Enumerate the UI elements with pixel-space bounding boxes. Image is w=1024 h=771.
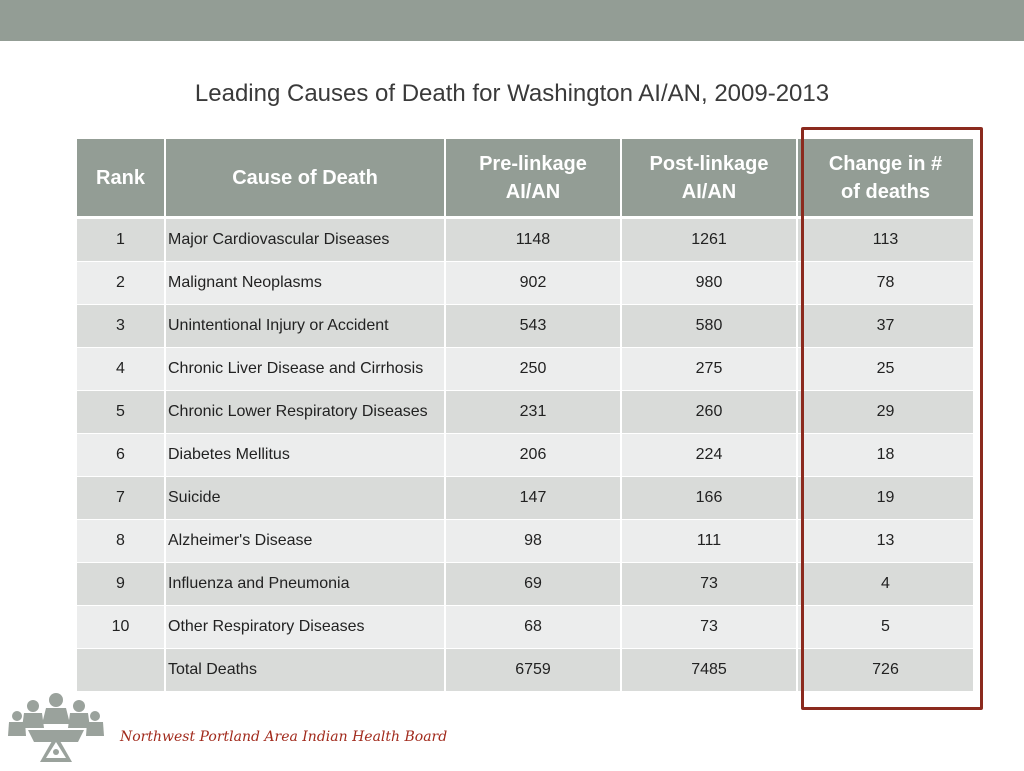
- pre-linkage-cell: 543: [446, 305, 622, 348]
- post-linkage-cell: 73: [622, 606, 798, 649]
- change-cell: 25: [798, 348, 973, 391]
- post-linkage-cell: 73: [622, 563, 798, 606]
- pre-linkage-cell: 206: [446, 434, 622, 477]
- rank-cell: 9: [77, 563, 166, 606]
- cause-cell: Other Respiratory Diseases: [166, 606, 446, 649]
- header-pre-line2: AI/AN: [505, 180, 561, 203]
- header-rank: Rank: [77, 139, 166, 219]
- total-row: Total Deaths 6759 7485 726: [77, 649, 973, 692]
- cause-cell: Unintentional Injury or Accident: [166, 305, 446, 348]
- rank-cell: 2: [77, 262, 166, 305]
- cause-cell: Suicide: [166, 477, 446, 520]
- slide-title: Leading Causes of Death for Washington A…: [194, 80, 830, 107]
- post-linkage-cell: 111: [622, 520, 798, 563]
- post-linkage-cell: 980: [622, 262, 798, 305]
- change-cell: 13: [798, 520, 973, 563]
- table-row: 7 Suicide 147 166 19: [77, 477, 973, 520]
- table-row: 10 Other Respiratory Diseases 68 73 5: [77, 606, 973, 649]
- post-linkage-cell: 224: [622, 434, 798, 477]
- table-row: 5 Chronic Lower Respiratory Diseases 231…: [77, 391, 973, 434]
- pre-linkage-cell: 147: [446, 477, 622, 520]
- change-cell: 19: [798, 477, 973, 520]
- cause-cell: Alzheimer's Disease: [166, 520, 446, 563]
- cause-cell: Major Cardiovascular Diseases: [166, 219, 446, 262]
- header-post-line2: AI/AN: [681, 180, 737, 203]
- change-cell: 29: [798, 391, 973, 434]
- table-row: 8 Alzheimer's Disease 98 111 13: [77, 520, 973, 563]
- top-banner: [0, 0, 1024, 41]
- change-cell: 18: [798, 434, 973, 477]
- header-change-line1: Change in #: [828, 152, 943, 175]
- header-post-line1: Post-linkage: [649, 152, 769, 175]
- rank-cell: 10: [77, 606, 166, 649]
- pre-linkage-cell: 902: [446, 262, 622, 305]
- change-cell: 37: [798, 305, 973, 348]
- rank-cell: [77, 649, 166, 692]
- rank-cell: 8: [77, 520, 166, 563]
- table-row: 2 Malignant Neoplasms 902 980 78: [77, 262, 973, 305]
- rank-cell: 7: [77, 477, 166, 520]
- cause-cell: Total Deaths: [166, 649, 446, 692]
- cause-cell: Influenza and Pneumonia: [166, 563, 446, 606]
- rank-cell: 1: [77, 219, 166, 262]
- change-cell: 78: [798, 262, 973, 305]
- rank-cell: 3: [77, 305, 166, 348]
- post-linkage-cell: 260: [622, 391, 798, 434]
- cause-cell: Chronic Liver Disease and Cirrhosis: [166, 348, 446, 391]
- rank-cell: 6: [77, 434, 166, 477]
- change-cell: 5: [798, 606, 973, 649]
- post-linkage-cell: 166: [622, 477, 798, 520]
- causes-of-death-table: Rank Cause of Death Pre-linkage AI/AN Pos…: [77, 139, 973, 692]
- change-cell: 4: [798, 563, 973, 606]
- post-linkage-cell: 580: [622, 305, 798, 348]
- header-change: Change in # of deaths: [798, 139, 973, 219]
- post-linkage-cell: 1261: [622, 219, 798, 262]
- pre-linkage-cell: 250: [446, 348, 622, 391]
- table-header-row: Rank Cause of Death Pre-linkage AI/AN Pos…: [77, 139, 973, 219]
- header-pre-line1: Pre-linkage: [479, 152, 587, 175]
- post-linkage-cell: 7485: [622, 649, 798, 692]
- pre-linkage-cell: 1148: [446, 219, 622, 262]
- table-row: 3 Unintentional Injury or Accident 543 5…: [77, 305, 973, 348]
- change-cell: 113: [798, 219, 973, 262]
- cause-cell: Malignant Neoplasms: [166, 262, 446, 305]
- header-post-linkage: Post-linkage AI/AN: [622, 139, 798, 219]
- header-change-line2: of deaths: [841, 180, 930, 203]
- header-pre-linkage: Pre-linkage AI/AN: [446, 139, 622, 219]
- cause-cell: Diabetes Mellitus: [166, 434, 446, 477]
- table-row: 9 Influenza and Pneumonia 69 73 4: [77, 563, 973, 606]
- organization-name: Northwest Portland Area Indian Health Bo…: [120, 729, 448, 745]
- table-row: 1 Major Cardiovascular Diseases 1148 126…: [77, 219, 973, 262]
- table-row: 4 Chronic Liver Disease and Cirrhosis 25…: [77, 348, 973, 391]
- rank-cell: 5: [77, 391, 166, 434]
- table-row: 6 Diabetes Mellitus 206 224 18: [77, 434, 973, 477]
- pre-linkage-cell: 98: [446, 520, 622, 563]
- rank-cell: 4: [77, 348, 166, 391]
- cause-cell: Chronic Lower Respiratory Diseases: [166, 391, 446, 434]
- pre-linkage-cell: 68: [446, 606, 622, 649]
- header-cause: Cause of Death: [166, 139, 446, 219]
- npaihb-logo-icon: [6, 690, 106, 766]
- change-cell: 726: [798, 649, 973, 692]
- pre-linkage-cell: 6759: [446, 649, 622, 692]
- pre-linkage-cell: 69: [446, 563, 622, 606]
- post-linkage-cell: 275: [622, 348, 798, 391]
- pre-linkage-cell: 231: [446, 391, 622, 434]
